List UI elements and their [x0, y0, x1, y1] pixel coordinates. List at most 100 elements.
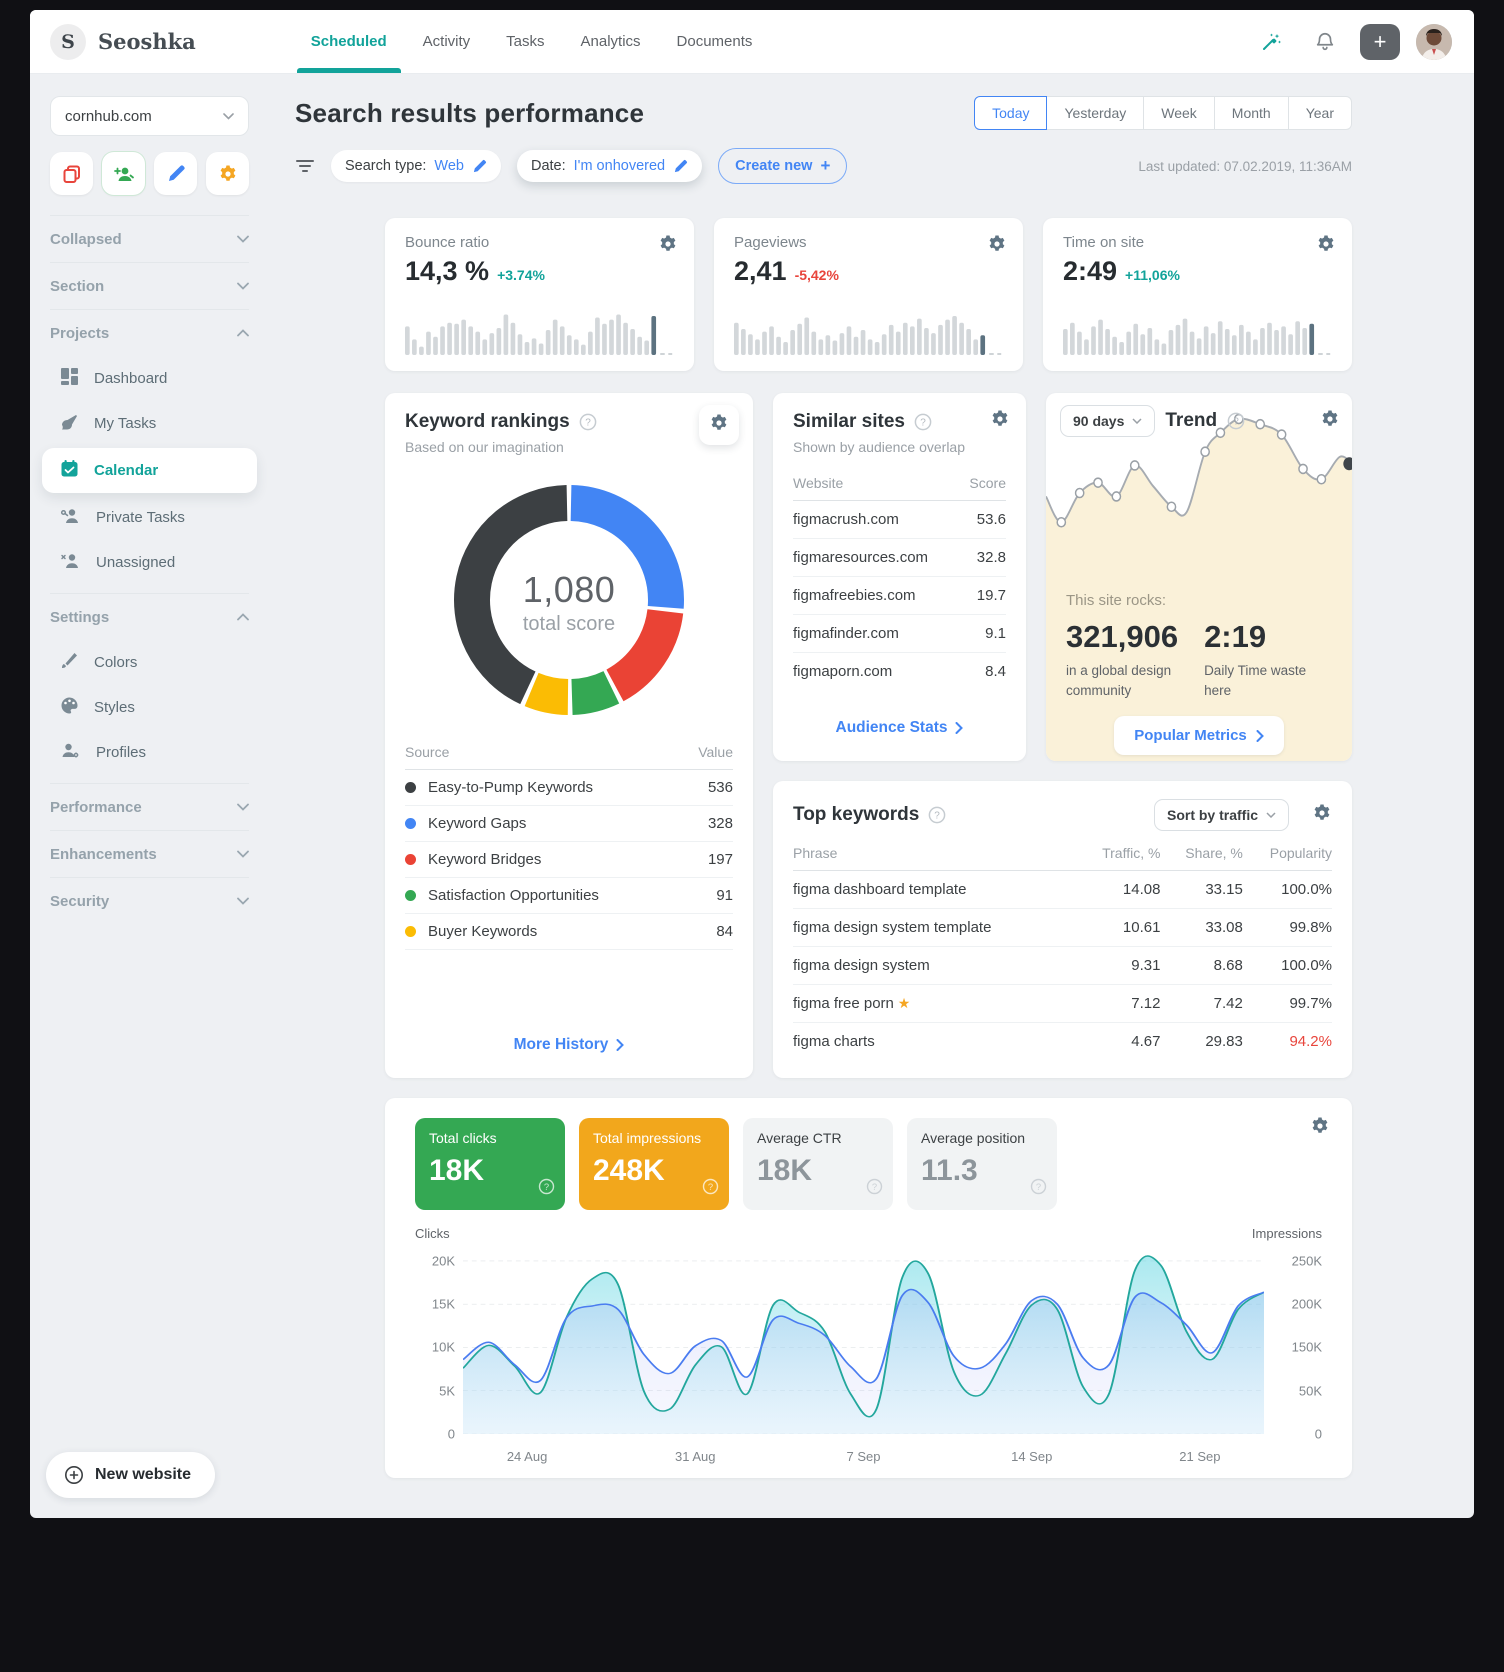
- trend-community-caption: in a global design community: [1066, 663, 1172, 698]
- tab-analytics[interactable]: Analytics: [580, 33, 641, 50]
- help-icon[interactable]: ?: [702, 1178, 719, 1200]
- stat-card-values: 2,41 -5,42%: [734, 256, 1003, 287]
- date-filter-value: I'm onhovered: [573, 158, 666, 174]
- sidebar-group-header-section[interactable]: Section: [50, 263, 249, 309]
- trend-title: Trend: [1165, 410, 1218, 431]
- toolbar-settings-gear-icon[interactable]: [206, 152, 249, 195]
- legend-row: Buyer Keywords 84: [405, 914, 733, 950]
- keyword-popularity: 100.0%: [1242, 870, 1332, 909]
- chevron-down-icon: [237, 282, 249, 290]
- sidebar-item-profiles[interactable]: Profiles: [50, 730, 249, 775]
- trend-settings-gear-icon[interactable]: [1320, 409, 1340, 434]
- sidebar-item-unassigned[interactable]: Unassigned: [50, 540, 249, 585]
- keyword-popularity: 99.7%: [1242, 984, 1332, 1023]
- donut-segment-keyword-bridges: [605, 608, 684, 702]
- trend-period-select[interactable]: 90 days: [1060, 405, 1156, 437]
- legend-value: 84: [716, 923, 733, 940]
- help-icon[interactable]: ?: [538, 1178, 555, 1200]
- keyword-rankings-subtitle: Based on our imagination: [405, 439, 564, 455]
- sidebar-item-my-tasks[interactable]: My Tasks: [50, 401, 249, 446]
- help-icon[interactable]: ?: [1227, 412, 1245, 430]
- left-tick-20K: 20K: [431, 1253, 455, 1269]
- tile-value: 248K: [593, 1154, 665, 1187]
- keyword-phrase: figma free porn ★: [793, 984, 1077, 1023]
- toolbar-edit-pencil-icon[interactable]: [154, 152, 197, 195]
- sidebar-group-label: Section: [50, 277, 105, 295]
- profiles-icon: [60, 741, 81, 764]
- similar-site-name: figmacrush.com: [793, 511, 899, 528]
- toolbar-add-user-icon[interactable]: [102, 152, 145, 195]
- tab-scheduled[interactable]: Scheduled: [296, 10, 401, 73]
- date-filter-chip[interactable]: Date: I'm onhovered: [516, 150, 703, 182]
- keyword-rankings-settings-gear-icon[interactable]: [699, 405, 739, 445]
- filter-icon[interactable]: [295, 158, 315, 174]
- search-type-label: Search type:: [345, 158, 427, 174]
- sidebar-group-header-collapsed[interactable]: Collapsed: [50, 216, 249, 262]
- stat-card-settings-gear-icon[interactable]: [987, 234, 1007, 259]
- create-new-button[interactable]: Create new +: [718, 148, 848, 184]
- search-type-chip[interactable]: Search type: Web: [331, 150, 501, 182]
- sidebar-group-header-enhancements[interactable]: Enhancements: [50, 831, 249, 877]
- similar-site-score: 9.1: [985, 625, 1006, 642]
- stat-cards-row: Bounce ratio 14,3 % +3.74% Pageviews 2,41 -5,…: [385, 218, 1352, 371]
- sort-by-select[interactable]: Sort by traffic: [1153, 799, 1289, 831]
- trend-data-point: [1255, 418, 1266, 430]
- top-keywords-col-share-: Share, %: [1160, 845, 1243, 871]
- similar-sites-settings-gear-icon[interactable]: [990, 409, 1010, 434]
- range-year[interactable]: Year: [1287, 96, 1352, 130]
- notifications-bell-icon[interactable]: [1306, 22, 1344, 61]
- sidebar-group-header-settings[interactable]: Settings: [50, 594, 249, 640]
- legend-row: Keyword Bridges 197: [405, 842, 733, 878]
- help-icon[interactable]: ?: [579, 413, 597, 431]
- magic-wand-icon[interactable]: [1252, 22, 1290, 61]
- right-tick-250K: 250K: [1291, 1253, 1322, 1269]
- donut-total-label: total score: [522, 613, 616, 635]
- sidebar-group-header-security[interactable]: Security: [50, 878, 249, 924]
- sidebar-item-calendar[interactable]: Calendar: [42, 448, 257, 493]
- more-history-link[interactable]: More History: [514, 1020, 625, 1054]
- tab-tasks[interactable]: Tasks: [506, 33, 545, 50]
- sidebar-group-enhancements: Enhancements: [50, 831, 249, 878]
- range-yesterday[interactable]: Yesterday: [1046, 96, 1145, 130]
- stat-card-settings-gear-icon[interactable]: [1316, 234, 1336, 259]
- popular-metrics-button[interactable]: Popular Metrics: [1114, 716, 1284, 756]
- page-title: Search results performance: [295, 97, 645, 128]
- site-selector[interactable]: cornhub.com: [50, 96, 249, 136]
- help-icon[interactable]: ?: [928, 806, 946, 824]
- sidebar-item-styles[interactable]: Styles: [50, 685, 249, 730]
- tab-activity[interactable]: Activity: [422, 33, 471, 50]
- sidebar-item-private-tasks[interactable]: Private Tasks: [50, 495, 249, 540]
- range-week[interactable]: Week: [1143, 96, 1215, 130]
- sidebar-item-dashboard[interactable]: Dashboard: [50, 356, 249, 401]
- keyword-traffic: 14.08: [1076, 870, 1161, 909]
- top-keywords-settings-gear-icon[interactable]: [1312, 803, 1332, 828]
- help-icon[interactable]: ?: [914, 413, 932, 431]
- add-new-button[interactable]: +: [1360, 23, 1400, 60]
- performance-settings-gear-icon[interactable]: [1310, 1116, 1330, 1141]
- toolbar-copy-icon[interactable]: [50, 152, 93, 195]
- similar-sites-card: Similar sites ? Shown by audience overla…: [773, 393, 1026, 761]
- sidebar-group-header-performance[interactable]: Performance: [50, 784, 249, 830]
- sidebar-item-colors[interactable]: Colors: [50, 640, 249, 685]
- help-icon[interactable]: ?: [1030, 1178, 1047, 1200]
- keyword-traffic: 10.61: [1076, 908, 1161, 947]
- sidebar-item-label: Styles: [94, 699, 135, 716]
- keyword-rankings-legend: Easy-to-Pump Keywords 536 Keyword Gaps 328 K…: [405, 770, 733, 950]
- audience-stats-link[interactable]: Audience Stats: [836, 703, 964, 737]
- range-today[interactable]: Today: [974, 96, 1048, 130]
- tab-documents[interactable]: Documents: [676, 33, 753, 50]
- trend-current-point: [1343, 457, 1352, 471]
- new-website-button[interactable]: New website: [46, 1452, 216, 1498]
- keyword-phrase: figma design system: [793, 946, 1077, 985]
- stat-card-settings-gear-icon[interactable]: [658, 234, 678, 259]
- stat-card-sparkline: [1063, 318, 1331, 355]
- sidebar-group-header-projects[interactable]: Projects: [50, 310, 249, 356]
- svg-text:?: ?: [872, 1182, 877, 1193]
- sidebar-group-label: Collapsed: [50, 230, 122, 248]
- keyword-phrase: figma charts: [793, 1033, 875, 1050]
- svg-text:?: ?: [920, 418, 926, 429]
- user-avatar[interactable]: [1416, 23, 1452, 60]
- range-month[interactable]: Month: [1213, 96, 1289, 130]
- trend-rocks-label: This site rocks:: [1066, 592, 1167, 609]
- help-icon[interactable]: ?: [866, 1178, 883, 1200]
